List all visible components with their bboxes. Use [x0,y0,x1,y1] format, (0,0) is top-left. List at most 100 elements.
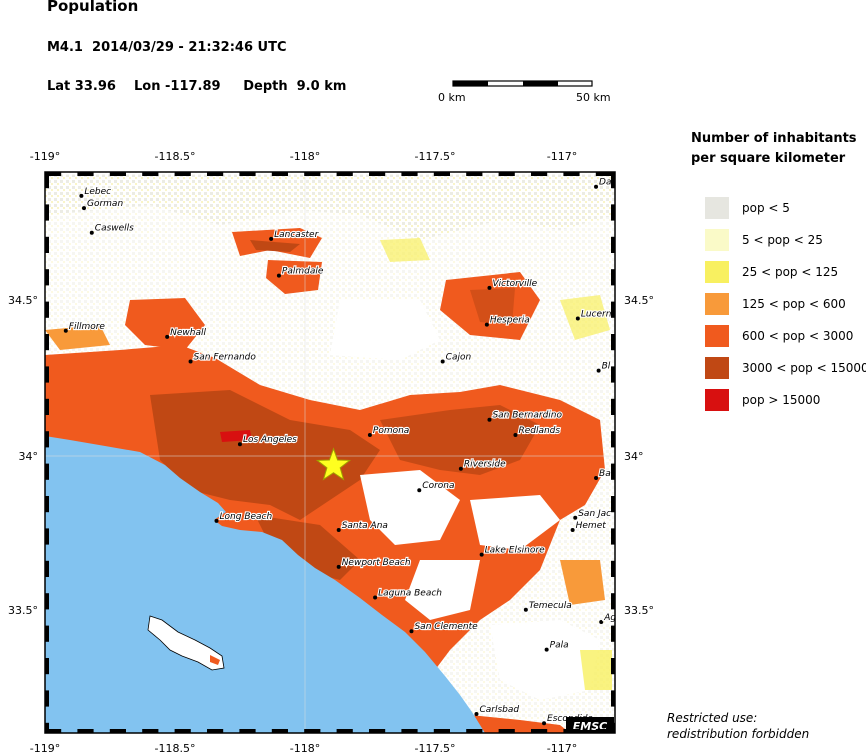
lon-label: -119° [30,150,60,163]
city-dot [542,721,547,726]
city-dot [596,368,601,373]
scale-bar-right-label: 50 km [576,91,611,104]
legend-swatch [705,197,729,219]
city-dot [214,518,219,523]
city-dot [89,230,94,235]
legend-title-line1: Number of inhabitants [691,131,857,146]
legend-item: 5 < pop < 25 [705,229,823,251]
pacific-ocean [45,436,485,733]
legend-swatch [705,325,729,347]
city-label: Lake Elsinore [485,546,545,556]
city-dot [237,442,242,447]
city-label: Ba [599,469,611,479]
city-label: Palmdale [282,267,324,277]
usage-notice-line1: Restricted use: [667,711,758,725]
lon-label: -118.5° [155,150,196,163]
lon-label: -117.5° [415,742,456,755]
lon-label: -118° [290,742,320,755]
city-label: Hesperia [490,316,530,326]
city-label: Corona [422,481,454,491]
city-label: Los Angeles [243,435,297,445]
city-dot [440,359,445,364]
city-dot [479,552,484,557]
city-dot [63,328,68,333]
city-label: Pala [550,641,569,651]
usage-notice-line2: redistribution forbidden [667,727,810,741]
legend-swatch [705,293,729,315]
lon-label: -117° [547,742,577,755]
city-dot [594,184,599,189]
high-desert-urban [440,272,540,340]
city-label: Redlands [518,426,560,436]
legend-label: pop > 15000 [742,393,821,407]
legend-label: 25 < pop < 125 [742,265,839,279]
unpopulated-patches [45,175,615,700]
city-label: Pomona [373,426,409,436]
legend-label: 600 < pop < 3000 [742,329,854,343]
city-label: Laguna Beach [378,589,442,599]
lat-labels-right: 34.5° 34° 33.5° [624,294,654,617]
catalina-island [147,615,225,671]
city-dot [575,316,580,321]
lon-labels-bottom: -119° -118.5° -118° -117.5° -117° [30,742,577,755]
city-label: Bl [602,362,611,372]
city-dot [594,475,599,480]
lat-label: 34.5° [8,294,38,307]
city-label: Riverside [464,460,506,470]
city-dot [409,629,414,634]
city-dot [165,334,170,339]
city-label: Hemet [576,521,607,531]
santa-clarita-urban [125,298,205,350]
lat-label: 33.5° [8,604,38,617]
city-label: Ag [603,613,616,623]
legend-item: 125 < pop < 600 [705,293,846,315]
lon-label: -117° [547,150,577,163]
map-title: Population [47,0,139,15]
fringe-density [45,238,612,690]
lat-labels-left: 34.5° 34° 33.5° [8,294,38,617]
city-dot [487,417,492,422]
legend-item: 600 < pop < 3000 [705,325,853,347]
city-label: Temecula [529,601,572,611]
legend-label: pop < 5 [742,201,790,215]
legend-item: 25 < pop < 125 [705,261,838,283]
city-dot [487,285,492,290]
event-location: Lat 33.96 Lon -117.89 Depth 9.0 km [47,79,347,94]
city-dot [484,322,489,327]
city-dot [336,564,341,569]
legend-swatch [705,389,729,411]
legend-swatch [705,229,729,251]
city-dot [573,515,578,520]
city-dot [544,647,549,652]
city-label: Carlsbad [479,705,519,715]
city-label: Santa Ana [342,521,388,531]
lon-labels-top: -119° -118.5° -118° -117.5° -117° [30,150,577,163]
city-label: Long Beach [220,512,273,522]
city-label: Newport Beach [342,558,411,568]
city-label: San Bernardino [492,411,562,421]
city-dot [276,273,281,278]
legend-item: pop < 5 [705,197,790,219]
lon-label: -117.5° [415,150,456,163]
lon-label: -118.5° [155,742,196,755]
city-label: San Fernando [194,352,257,362]
city-label: Lancaster [274,230,319,240]
map-area: Lebec Gorman Caswells Lancaster Palmdale Fill… [45,172,616,733]
city-dot [458,466,463,471]
city-label: San Clemente [414,622,478,632]
antelope-valley-urban [232,228,322,294]
legend-swatch [705,357,729,379]
lon-label: -119° [30,742,60,755]
scale-bar [452,80,593,87]
epicenter-star-icon [315,447,352,481]
city-dot [373,595,378,600]
city-dot [367,433,372,438]
legend-swatch [705,261,729,283]
city-label: Gorman [87,199,123,209]
lat-label: 34° [19,450,39,463]
scale-bar-left-label: 0 km [438,91,466,104]
city-dot [474,711,479,716]
city-dot [417,488,422,493]
legend-label: 5 < pop < 25 [742,233,823,247]
